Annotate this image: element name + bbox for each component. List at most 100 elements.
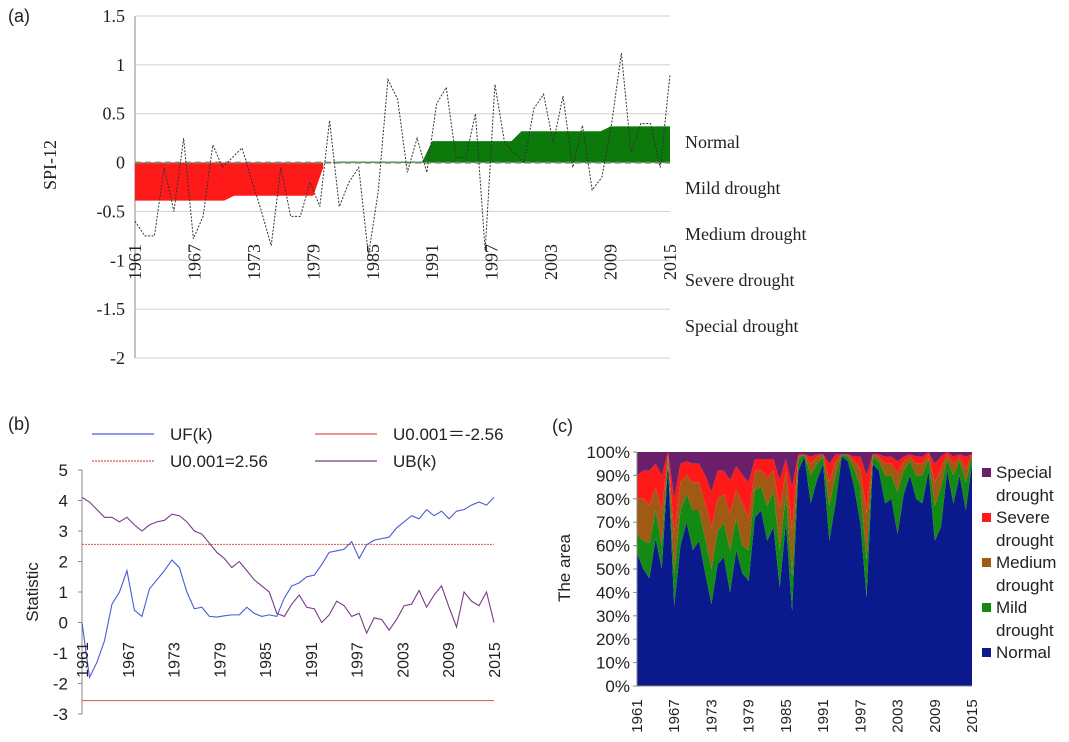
- chart-b-mann-kendall: 5 4 3 2 1 0 -1 -2 -3 Statistic 1961 1967 1973 1979 198…: [23, 425, 504, 724]
- c-legend-label: drought: [996, 621, 1054, 640]
- c-xtick-label: 2003: [890, 699, 907, 732]
- c-legend-label: Medium: [996, 553, 1056, 572]
- a-category-label: Normal: [685, 132, 740, 152]
- a-xtick-label: 2003: [541, 244, 561, 280]
- panel-label-b: (b): [8, 414, 30, 434]
- b-xtick-label: 2009: [441, 642, 458, 678]
- b-xtick-label: 1973: [167, 642, 184, 678]
- b-uf-series-line: [81, 497, 495, 680]
- c-legend-swatch: [982, 648, 991, 657]
- c-legend-label: drought: [996, 576, 1054, 595]
- a-ytick-label: 1: [116, 55, 125, 75]
- c-ytick-label: 40%: [596, 583, 630, 602]
- c-xtick-label: 1973: [703, 699, 720, 732]
- c-legend-label: drought: [996, 531, 1054, 550]
- a-category-label: Medium drought: [685, 224, 807, 244]
- c-ytick-label: 50%: [596, 560, 630, 579]
- a-ytick-label: -1: [110, 250, 125, 270]
- c-legend-swatch: [982, 468, 991, 477]
- b-xtick-label: 1985: [258, 642, 275, 678]
- c-legend-label: drought: [996, 486, 1054, 505]
- c-xtick-label: 1967: [666, 699, 683, 732]
- panel-label-c: (c): [552, 416, 573, 436]
- c-legend-label: Special: [996, 463, 1052, 482]
- a-ytick-label: 1.5: [103, 6, 126, 26]
- a-ylabel: SPI-12: [40, 140, 60, 190]
- b-ytick-label: 5: [59, 461, 68, 480]
- b-ytick-label: 4: [59, 492, 68, 511]
- a-ytick-label: 0.5: [103, 104, 126, 124]
- a-xtick-label: 2009: [601, 244, 621, 280]
- b-legend-label: UB(k): [393, 452, 436, 471]
- a-drought-band-green: [333, 126, 670, 163]
- c-area-special: [637, 452, 972, 499]
- c-ytick-label: 30%: [596, 607, 630, 626]
- a-category-label: Special drought: [685, 316, 798, 336]
- b-legend-label: U0.001=2.56: [170, 452, 268, 471]
- c-legend-label: Severe: [996, 508, 1050, 527]
- b-ytick-label: 3: [59, 522, 68, 541]
- b-ytick-label: -1: [53, 644, 68, 663]
- a-xtick-label: 1997: [482, 244, 502, 280]
- chart-c-drought-area: 100% 90% 80% 70% 60% 50% 40% 30% 20% 10% 0% The are…: [555, 443, 1056, 733]
- b-xtick-label: 1991: [304, 642, 321, 678]
- b-xtick-label: 1997: [350, 642, 367, 678]
- b-ytick-label: -2: [53, 675, 68, 694]
- c-legend-swatch: [982, 603, 991, 612]
- c-area-normal: [637, 456, 972, 686]
- c-xtick-label: 1997: [852, 699, 869, 732]
- b-xtick-label: 1979: [212, 642, 229, 678]
- c-legend-swatch: [982, 513, 991, 522]
- a-xtick-label: 1961: [125, 244, 145, 280]
- a-ytick-label: 0: [116, 153, 125, 173]
- a-category-label: Severe drought: [685, 270, 794, 290]
- c-area-severe: [637, 452, 972, 534]
- b-xtick-label: 2003: [395, 642, 412, 678]
- b-xtick-label: 1961: [75, 642, 92, 678]
- c-ytick-label: 20%: [596, 630, 630, 649]
- b-ub-series-line: [81, 496, 495, 635]
- a-xtick-label: 2015: [660, 244, 680, 280]
- c-xtick-label: 2009: [927, 699, 944, 732]
- a-category-label: Mild drought: [685, 178, 781, 198]
- c-xtick-label: 2015: [964, 699, 981, 732]
- c-ytick-label: 100%: [587, 443, 630, 462]
- b-legend-label: U0.001＝-2.56: [393, 425, 504, 444]
- c-legend-label: Mild: [996, 598, 1027, 617]
- c-ytick-label: 70%: [596, 513, 630, 532]
- a-drought-band-red: [135, 162, 324, 201]
- a-ytick-label: -0.5: [97, 201, 126, 221]
- b-ytick-label: 2: [59, 553, 68, 572]
- a-xtick-label: 1985: [363, 244, 383, 280]
- b-xtick-label: 1967: [121, 642, 138, 678]
- c-xtick-label: 1961: [629, 699, 646, 732]
- b-ytick-label: 0: [59, 614, 68, 633]
- a-xtick-label: 1967: [184, 244, 204, 280]
- c-area-medium: [637, 454, 972, 577]
- a-ytick-label: -1.5: [97, 299, 126, 319]
- c-ytick-label: 0%: [605, 677, 630, 696]
- b-xtick-label: 2015: [487, 642, 504, 678]
- chart-a-spi12: 1.5 1 0.5 0 -0.5 -1 -1.5 -2 SPI-12 1961 1967 1973 19…: [40, 6, 807, 368]
- c-ytick-label: 80%: [596, 490, 630, 509]
- b-ylabel: Statistic: [23, 562, 42, 622]
- c-ytick-label: 60%: [596, 537, 630, 556]
- c-ylabel: The area: [555, 533, 574, 602]
- c-xtick-label: 1979: [741, 699, 758, 732]
- c-legend-label: Normal: [996, 643, 1051, 662]
- a-ytick-label: -2: [110, 348, 125, 368]
- c-ytick-label: 90%: [596, 466, 630, 485]
- b-ytick-label: -3: [53, 705, 68, 724]
- panel-label-a: (a): [8, 6, 30, 26]
- a-xtick-label: 1973: [244, 244, 264, 280]
- c-xtick-label: 1985: [778, 699, 795, 732]
- c-area-mild: [637, 454, 972, 612]
- c-xtick-label: 1991: [815, 699, 832, 732]
- b-ytick-label: 1: [59, 583, 68, 602]
- b-legend-label: UF(k): [170, 425, 212, 444]
- a-xtick-label: 1991: [422, 244, 442, 280]
- c-ytick-label: 10%: [596, 654, 630, 673]
- a-xtick-label: 1979: [303, 244, 323, 280]
- c-legend-swatch: [982, 558, 991, 567]
